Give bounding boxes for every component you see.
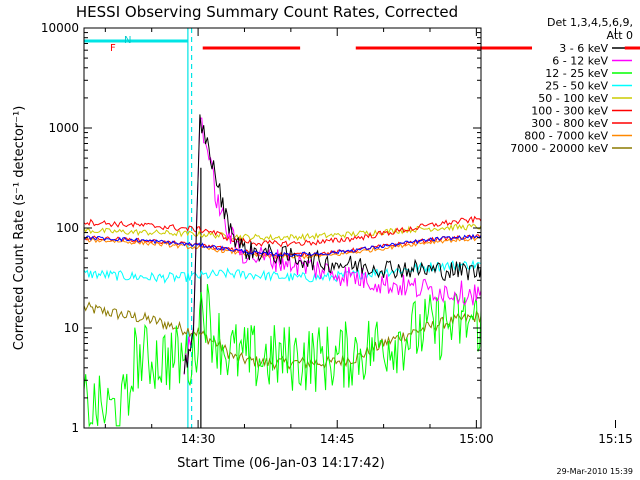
- x-axis-label: Start Time (06-Jan-03 14:17:42): [177, 456, 385, 471]
- legend-label-7000-20000-kev: 7000 - 20000 keV: [510, 142, 608, 155]
- legend-header-line-2: Att 0: [607, 29, 633, 42]
- marker-n: N: [124, 35, 131, 46]
- y-axis: 1 10 100 1000 10000: [41, 21, 481, 435]
- legend-label-25-50-kev: 25 - 50 keV: [545, 80, 608, 93]
- series-line-25-50-kev: [84, 259, 481, 284]
- series-line-50-100-kev: [84, 223, 481, 242]
- y-tick-label: 100: [56, 221, 79, 235]
- x-tick-label: 15:00: [459, 432, 494, 446]
- legend-header-line-1: Det 1,3,4,5,6,9,: [547, 16, 633, 29]
- legend-label-3-6-kev: 3 - 6 keV: [559, 42, 608, 55]
- series-line-overlay-blue: [84, 233, 481, 258]
- timestamp: 29-Mar-2010 15:39: [557, 467, 634, 476]
- y-tick-label: 10000: [41, 21, 79, 35]
- x-tick-label: 14:45: [320, 432, 355, 446]
- legend-label-6-12-kev: 6 - 12 keV: [552, 55, 608, 68]
- y-axis-label: Corrected Count Rate (s⁻¹ detector⁻¹): [12, 106, 27, 351]
- series-line-7000-20000-kev: [84, 301, 481, 371]
- x-tick-label: 14:30: [181, 432, 216, 446]
- series-line-300-800-kev: [84, 234, 481, 258]
- series-line-100-300-kev: [84, 215, 481, 248]
- series-line-12-25-kev: [84, 284, 481, 428]
- chart-title: HESSI Observing Summary Count Rates, Cor…: [76, 3, 458, 21]
- x-tick-label: 15:15: [598, 432, 633, 446]
- marker-f: F: [110, 43, 116, 54]
- legend-label-100-300-kev: 100 - 300 keV: [531, 105, 608, 118]
- plot-area: [84, 28, 640, 428]
- series-line-3-6-kev: [183, 114, 481, 374]
- series-line-800-7000-kev: [84, 236, 481, 260]
- plot-clip-group: [84, 28, 481, 428]
- legend-label-50-100-kev: 50 - 100 keV: [538, 92, 608, 105]
- legend-label-800-7000-kev: 800 - 7000 keV: [524, 130, 608, 143]
- y-tick-label: 10: [64, 321, 79, 335]
- legend-label-12-25-kev: 12 - 25 keV: [545, 67, 608, 80]
- legend-label-300-800-kev: 300 - 800 keV: [531, 117, 608, 130]
- y-tick-label: 1: [71, 421, 79, 435]
- y-tick-label: 1000: [48, 121, 79, 135]
